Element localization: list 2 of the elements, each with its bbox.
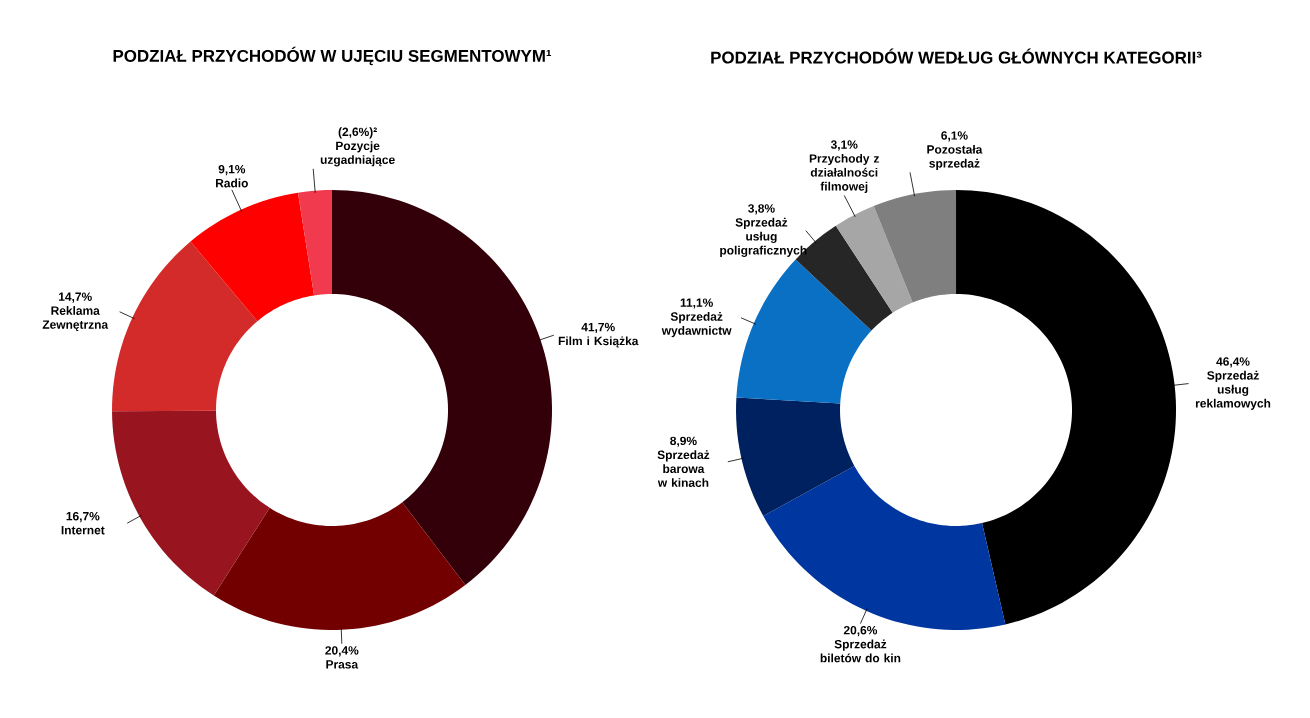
chart-title: PODZIAŁ PRZYCHODÓW WEDŁUG GŁÓWNYCH KATEGORII³ bbox=[711, 48, 1202, 64]
chart-title: PODZIAŁ PRZYCHODÓW W UJĘCIU SEGMENTOWYM¹ bbox=[113, 46, 552, 66]
